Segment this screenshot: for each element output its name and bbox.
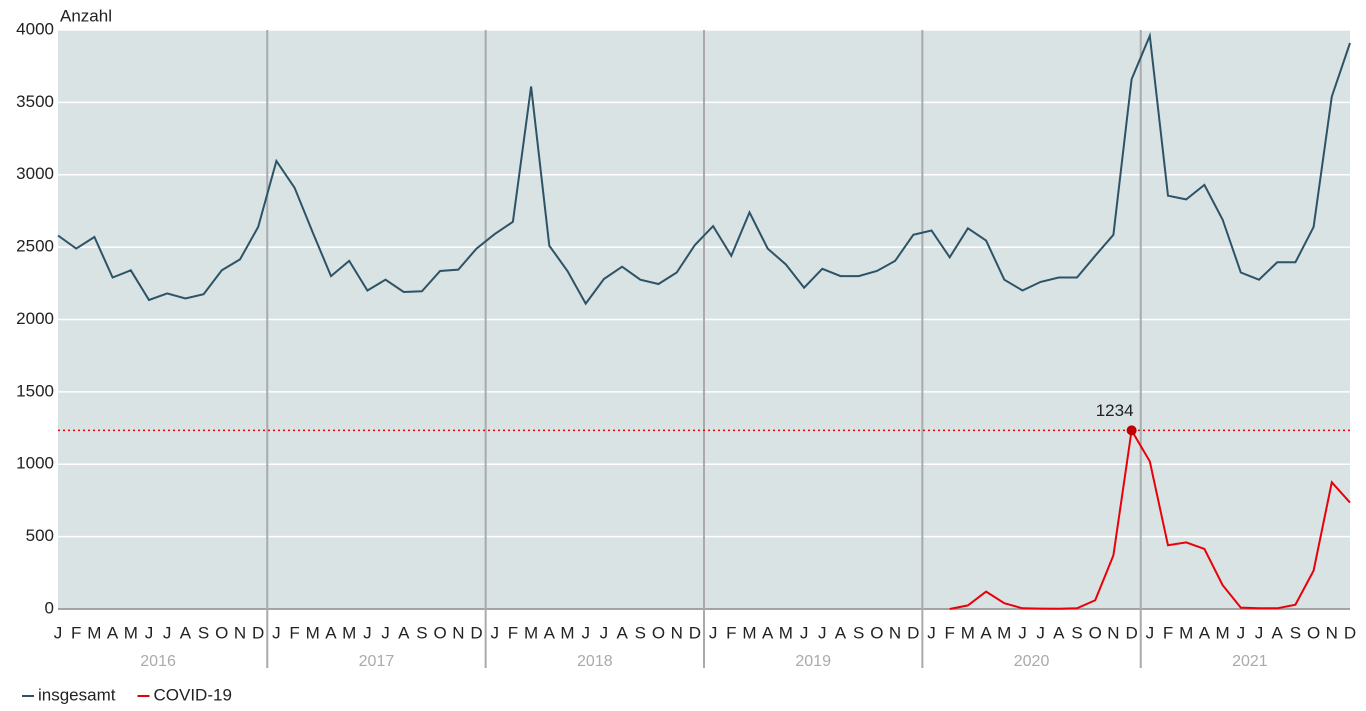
x-tick-label: S: [1290, 623, 1301, 642]
x-tick-label: J: [272, 623, 281, 642]
x-tick-label: J: [1255, 623, 1264, 642]
x-tick-label: O: [1089, 623, 1102, 642]
x-tick-label: S: [198, 623, 209, 642]
y-tick-label: 0: [45, 598, 54, 617]
x-tick-label: D: [470, 623, 482, 642]
x-tick-label: N: [671, 623, 683, 642]
legend-label: COVID-19: [153, 685, 231, 704]
series-line: [57, 31, 1351, 306]
x-tick-label: M: [997, 623, 1011, 642]
x-tick-label: S: [635, 623, 646, 642]
x-tick-label: J: [1018, 623, 1027, 642]
x-tick-label: D: [689, 623, 701, 642]
x-tick-label: J: [1146, 623, 1155, 642]
x-tick-label: J: [600, 623, 609, 642]
x-tick-label: J: [1036, 623, 1045, 642]
x-tick-label: D: [252, 623, 264, 642]
x-tick-label: A: [325, 623, 337, 642]
x-tick-label: N: [452, 623, 464, 642]
x-tick-label: F: [289, 623, 299, 642]
year-label: 2018: [577, 653, 613, 670]
y-tick-label: 500: [26, 526, 54, 545]
x-tick-label: J: [709, 623, 718, 642]
x-tick-label: A: [107, 623, 119, 642]
x-tick-label: N: [889, 623, 901, 642]
x-tick-label: O: [870, 623, 883, 642]
series-line: [949, 427, 1351, 610]
x-tick-label: J: [490, 623, 499, 642]
x-tick-label: J: [927, 623, 936, 642]
x-tick-label: J: [381, 623, 390, 642]
x-tick-label: S: [1071, 623, 1082, 642]
x-tick-label: A: [1272, 623, 1284, 642]
x-tick-label: M: [1179, 623, 1193, 642]
year-label: 2017: [359, 653, 395, 670]
x-tick-label: M: [560, 623, 574, 642]
x-tick-label: M: [87, 623, 101, 642]
x-tick-label: D: [907, 623, 919, 642]
x-tick-label: A: [762, 623, 774, 642]
y-tick-label: 2000: [16, 309, 54, 328]
x-tick-label: A: [398, 623, 410, 642]
x-tick-label: A: [835, 623, 847, 642]
x-tick-label: N: [1107, 623, 1119, 642]
y-tick-label: 3500: [16, 92, 54, 111]
x-tick-label: M: [306, 623, 320, 642]
x-tick-label: S: [853, 623, 864, 642]
highlight-point: [1126, 425, 1137, 436]
y-axis-label: Anzahl: [60, 6, 112, 25]
x-tick-label: F: [1163, 623, 1173, 642]
year-label: 2016: [140, 653, 176, 670]
x-tick-label: J: [145, 623, 154, 642]
x-tick-label: M: [742, 623, 756, 642]
x-tick-label: A: [180, 623, 192, 642]
x-tick-label: A: [1053, 623, 1065, 642]
x-tick-label: M: [342, 623, 356, 642]
x-tick-label: F: [508, 623, 518, 642]
x-tick-label: J: [800, 623, 809, 642]
x-tick-label: D: [1344, 623, 1356, 642]
x-tick-label: J: [163, 623, 172, 642]
x-tick-label: J: [818, 623, 827, 642]
x-tick-label: O: [434, 623, 447, 642]
x-tick-label: D: [1125, 623, 1137, 642]
x-tick-label: N: [234, 623, 246, 642]
x-tick-label: J: [1237, 623, 1246, 642]
x-tick-label: J: [581, 623, 590, 642]
year-label: 2021: [1232, 653, 1268, 670]
x-tick-label: O: [652, 623, 665, 642]
x-tick-label: M: [124, 623, 138, 642]
x-tick-label: F: [726, 623, 736, 642]
x-tick-label: J: [363, 623, 372, 642]
highlight-label: 1234: [1096, 401, 1134, 420]
x-tick-label: O: [215, 623, 228, 642]
x-tick-label: F: [944, 623, 954, 642]
x-tick-label: M: [779, 623, 793, 642]
y-tick-label: 1500: [16, 381, 54, 400]
y-tick-label: 4000: [16, 19, 54, 38]
x-tick-label: N: [1326, 623, 1338, 642]
x-tick-label: S: [416, 623, 427, 642]
x-tick-label: A: [616, 623, 628, 642]
y-tick-label: 2500: [16, 237, 54, 256]
x-tick-label: M: [961, 623, 975, 642]
y-tick-label: 3000: [16, 164, 54, 183]
x-tick-label: A: [1199, 623, 1211, 642]
x-tick-label: A: [980, 623, 992, 642]
x-tick-label: M: [524, 623, 538, 642]
x-tick-label: A: [544, 623, 556, 642]
x-tick-label: M: [1216, 623, 1230, 642]
x-tick-label: J: [54, 623, 63, 642]
y-tick-label: 1000: [16, 454, 54, 473]
x-tick-label: F: [71, 623, 81, 642]
x-tick-label: O: [1307, 623, 1320, 642]
year-label: 2019: [795, 653, 831, 670]
year-label: 2020: [1014, 653, 1050, 670]
legend-label: insgesamt: [38, 685, 116, 704]
